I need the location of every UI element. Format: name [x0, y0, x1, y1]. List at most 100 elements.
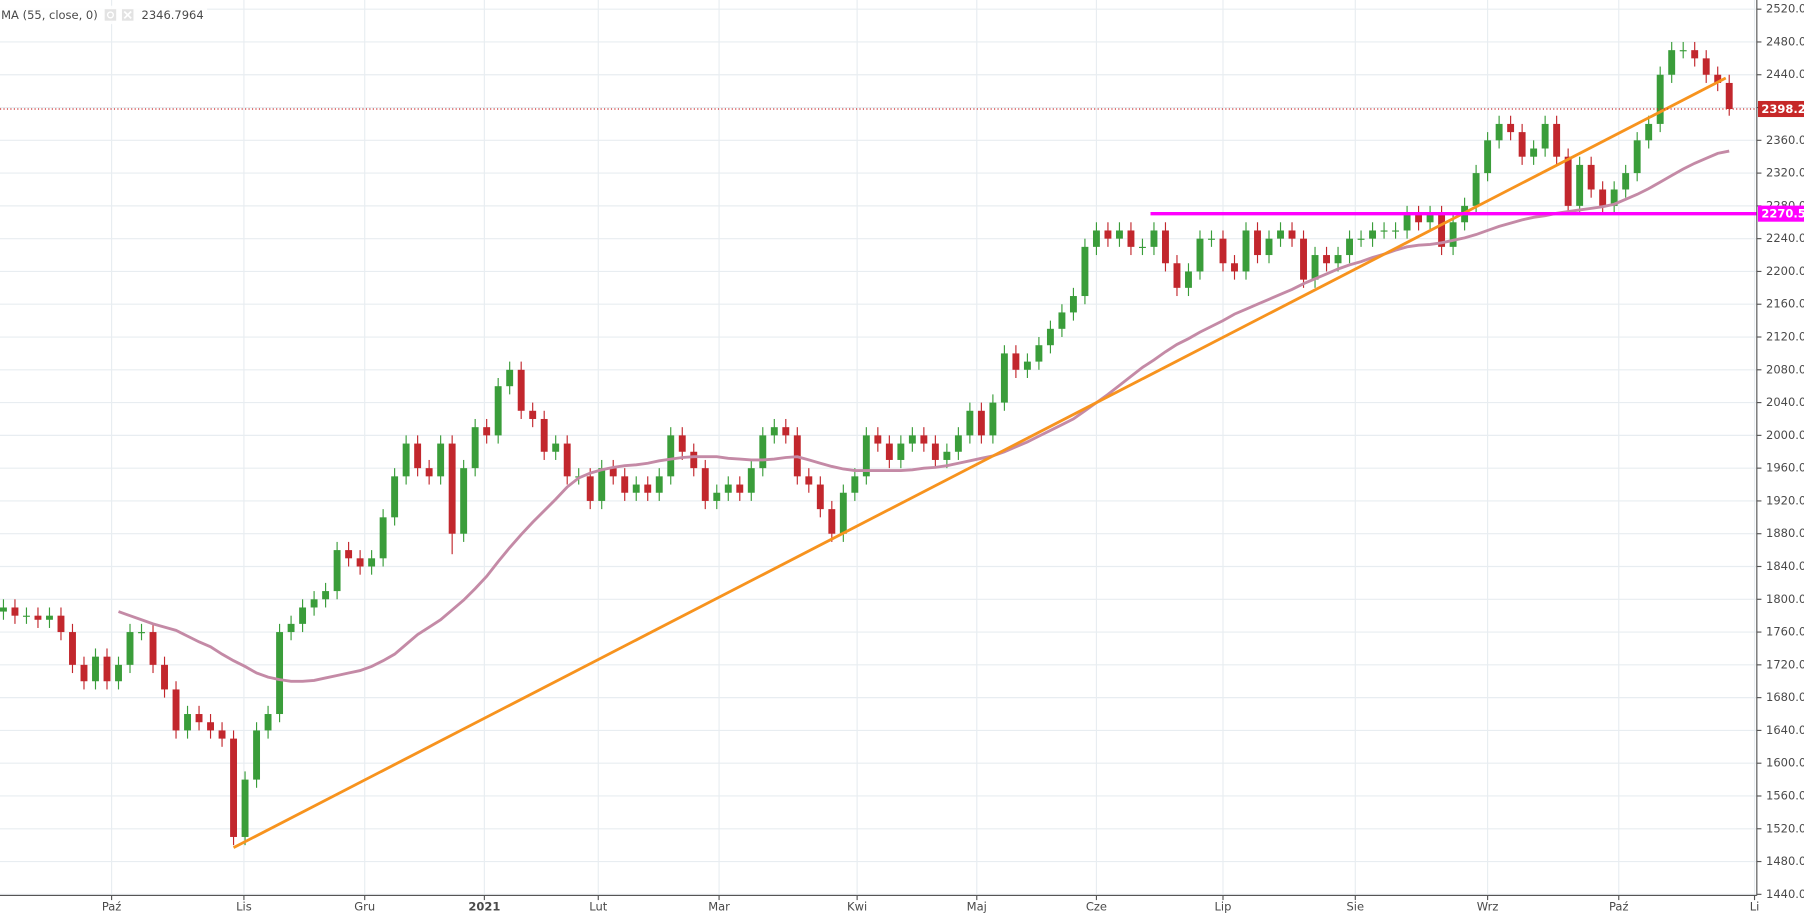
candle-body — [828, 509, 836, 534]
candle-body — [506, 369, 514, 387]
y-tick-label: 2320.0 — [1766, 166, 1804, 180]
y-tick-label: 1600.0 — [1766, 756, 1804, 770]
y-tick-label: 1720.0 — [1766, 657, 1804, 671]
candle-body — [552, 443, 560, 452]
candle-body — [1058, 312, 1066, 329]
x-tick-label: Maj — [967, 899, 987, 913]
candle-body — [1472, 173, 1480, 206]
y-tick-label: 2040.0 — [1766, 395, 1804, 409]
y-tick-label: 1520.0 — [1766, 821, 1804, 835]
x-tick-label: Paź — [1609, 899, 1629, 913]
y-tick-label: 2000.0 — [1766, 428, 1804, 442]
y-tick-label: 1920.0 — [1766, 493, 1804, 507]
candle-body — [1357, 238, 1365, 240]
candle-body — [1023, 361, 1031, 370]
close-glyph — [123, 10, 132, 19]
candle-body — [1518, 132, 1526, 157]
candle-body — [1656, 74, 1664, 124]
y-tick-label: 1800.0 — [1766, 592, 1804, 606]
candle-body — [1035, 345, 1043, 362]
y-tick-label: 1440.0 — [1766, 887, 1804, 901]
y-tick-label: 2520.0 — [1766, 2, 1804, 16]
y-tick-label: 2360.0 — [1766, 133, 1804, 147]
candle-body — [920, 435, 928, 444]
candle-body — [1242, 230, 1250, 272]
legend: MA (55, close, 0) 2346.7964 — [0, 5, 208, 25]
level-label: 2270.5 — [1761, 207, 1804, 221]
candle-body — [80, 664, 88, 682]
candle-body — [402, 443, 410, 477]
y-tick-label: 1640.0 — [1766, 723, 1804, 737]
candle-body — [1127, 230, 1135, 247]
candle-body — [494, 386, 502, 436]
candle-body — [816, 484, 824, 510]
candle-body — [1219, 238, 1227, 264]
candle-body — [184, 714, 191, 731]
x-tick-label: Paź — [102, 899, 122, 913]
candle-body — [92, 656, 99, 682]
candle-body — [1288, 230, 1296, 239]
candle-body — [770, 427, 778, 436]
level-label-bg — [1757, 205, 1804, 222]
y-tick-label: 2200.0 — [1766, 264, 1804, 278]
candle-body — [1046, 328, 1054, 346]
candle-body — [1725, 82, 1733, 110]
candle-body — [1173, 263, 1181, 288]
candle-body — [1702, 58, 1710, 75]
candle-body — [34, 615, 42, 620]
candle-body — [460, 468, 468, 534]
candle-body — [1139, 246, 1146, 249]
candle-body — [586, 476, 594, 501]
candle-body — [759, 435, 767, 469]
candle-body — [356, 558, 364, 567]
candle-body — [805, 476, 813, 485]
last-price-label: 2398.2 — [1761, 102, 1804, 116]
candle-body — [1311, 255, 1319, 280]
candle-body — [1092, 230, 1100, 247]
candle-body — [989, 402, 997, 436]
candle-body — [1265, 238, 1273, 256]
trendline — [232, 76, 1727, 849]
candle-body — [736, 484, 744, 493]
candle-body — [299, 607, 307, 624]
candle-body — [644, 484, 652, 493]
candle-body — [448, 443, 456, 534]
candle-body — [839, 492, 847, 534]
y-tick-label: 2120.0 — [1766, 330, 1804, 344]
candle-body — [1277, 230, 1284, 239]
y-tick-label: 1480.0 — [1766, 854, 1804, 868]
candle-body — [1000, 353, 1008, 403]
candle-body — [655, 476, 663, 493]
x-tick-label: Wrz — [1477, 899, 1499, 913]
candle-body — [345, 550, 353, 559]
candle-body — [1495, 123, 1503, 141]
candle-body — [667, 435, 675, 477]
candle-body — [368, 558, 376, 567]
candle-body — [1346, 238, 1353, 256]
candle-body — [1645, 123, 1653, 141]
settings-icon[interactable] — [104, 9, 117, 21]
y-tick-label: 1840.0 — [1766, 559, 1804, 573]
candle-body — [207, 722, 214, 731]
candle-body — [862, 435, 870, 477]
candle-body — [253, 730, 261, 780]
candle-body — [540, 418, 548, 452]
legend-bg — [0, 5, 208, 25]
candle-body — [1162, 230, 1169, 264]
candle-body — [333, 550, 341, 592]
candle-body — [747, 468, 755, 493]
last-price-bg — [1757, 100, 1804, 118]
candle-body — [1196, 238, 1204, 272]
candle-body — [1564, 156, 1572, 206]
y-tick-label: 2160.0 — [1766, 297, 1804, 311]
candle-body — [322, 591, 330, 600]
candle-body — [1150, 230, 1158, 247]
candle-body — [563, 443, 571, 477]
candle-body — [195, 714, 203, 723]
x-tick-label: Cze — [1086, 899, 1107, 913]
x-tick-label: Lis — [236, 899, 252, 913]
candle-body — [264, 714, 272, 731]
candle-body — [149, 632, 157, 665]
candle-body — [1530, 148, 1538, 157]
